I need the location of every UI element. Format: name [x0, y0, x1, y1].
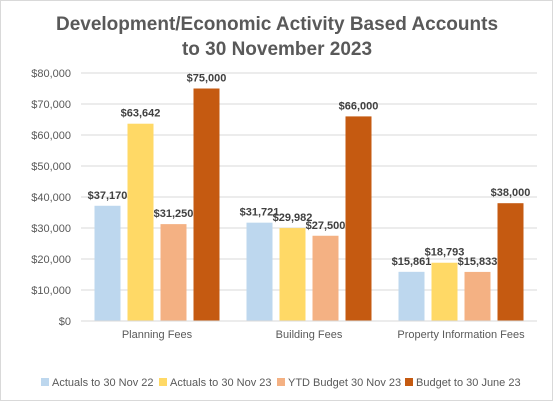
legend-swatch: [405, 378, 413, 386]
chart-title-line-1: Development/Economic Activity Based Acco…: [56, 14, 498, 35]
y-tick-label: $80,000: [31, 68, 71, 80]
data-label: $66,000: [339, 100, 379, 112]
y-tick-label: $40,000: [31, 192, 71, 204]
y-tick-label: $0: [59, 316, 71, 328]
y-tick-label: $70,000: [31, 99, 71, 111]
bar: [497, 203, 524, 321]
x-axis: Planning Fees Building Fees Property Infor…: [81, 320, 537, 341]
y-tick-label: $30,000: [31, 223, 71, 235]
gridlines: [81, 72, 537, 322]
bars: [94, 88, 524, 322]
data-label: $75,000: [187, 73, 227, 85]
category-label: Property Information Fees: [397, 329, 525, 341]
chart-title-line-2: to 30 November 2023: [182, 39, 372, 60]
legend: Actuals to 30 Nov 22 Actuals to 30 Nov 23…: [41, 377, 521, 389]
y-tick-label: $60,000: [31, 130, 71, 142]
legend-label: Actuals to 30 Nov 22: [52, 377, 154, 389]
data-label: $15,861: [392, 256, 432, 268]
data-label: $27,500: [306, 220, 346, 232]
bar: [160, 224, 187, 321]
bar: [345, 116, 372, 322]
y-tick-label: $20,000: [31, 254, 71, 266]
category-label: Planning Fees: [122, 329, 193, 341]
legend-label: YTD Budget 30 Nov 23: [288, 377, 401, 389]
bar: [94, 205, 121, 321]
legend-swatch: [277, 378, 285, 386]
legend-swatch: [41, 378, 49, 386]
bar: [193, 88, 220, 321]
y-tick-label: $50,000: [31, 161, 71, 173]
data-label: $18,793: [425, 247, 465, 259]
legend-label: Actuals to 30 Nov 23: [170, 377, 272, 389]
data-label: $38,000: [491, 187, 531, 199]
bar: [398, 271, 425, 321]
y-tick-label: $10,000: [31, 285, 71, 297]
data-label: $31,721: [240, 207, 280, 219]
bar: [279, 228, 306, 321]
data-label: $15,833: [458, 256, 498, 268]
y-axis: $0 $10,000 $20,000 $30,000 $40,000 $50,000 $60…: [31, 68, 71, 328]
data-label: $31,250: [154, 208, 194, 220]
bar: [246, 222, 273, 321]
bar: [464, 271, 491, 321]
bar: [127, 123, 154, 321]
legend-swatch: [159, 378, 167, 386]
data-labels: $37,170 $63,642 $31,250 $75,000 $31,721$29,9…: [88, 73, 531, 268]
bar: [312, 235, 339, 321]
bar: [431, 262, 458, 321]
legend-label: Budget to 30 June 23: [416, 377, 521, 389]
data-label: $63,642: [121, 108, 161, 120]
data-label: $29,982: [273, 212, 313, 224]
category-label: Building Fees: [276, 329, 343, 341]
data-label: $37,170: [88, 190, 128, 202]
